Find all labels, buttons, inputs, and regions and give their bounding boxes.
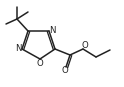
Text: N: N bbox=[15, 44, 22, 53]
Text: O: O bbox=[62, 66, 68, 75]
Text: O: O bbox=[82, 41, 88, 50]
Text: O: O bbox=[37, 59, 43, 68]
Text: N: N bbox=[49, 26, 56, 35]
